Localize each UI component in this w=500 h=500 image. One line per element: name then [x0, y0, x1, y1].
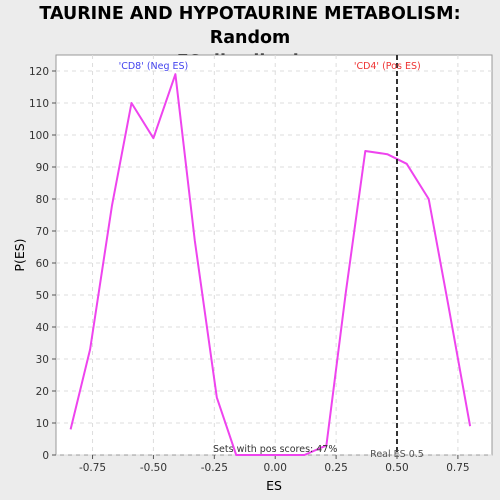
- annotations: 'CD8' (Neg ES) 'CD4' (Pos ES) Sets with po…: [119, 61, 424, 460]
- y-tick-label: 70: [36, 226, 49, 238]
- x-tick-label: -0.25: [201, 462, 228, 474]
- y-tick-label: 40: [36, 322, 49, 334]
- y-axis: 0 10 20 30 40 50 60 70 80 90 100 110 120: [29, 66, 56, 462]
- x-axis: -0.75 -0.50 -0.25 0.00 0.25 0.50 0.75: [79, 455, 470, 474]
- y-tick-label: 90: [36, 162, 49, 174]
- y-tick-label: 50: [36, 290, 49, 302]
- x-tick-label: -0.75: [79, 462, 106, 474]
- x-axis-title: ES: [266, 478, 282, 493]
- y-axis-title: P(ES): [12, 238, 27, 271]
- y-tick-label: 20: [36, 386, 49, 398]
- y-tick-label: 0: [42, 450, 49, 462]
- pos-scores-label: Sets with pos scores: 47%: [213, 444, 337, 455]
- x-tick-label: 0.25: [324, 462, 347, 474]
- y-tick-label: 30: [36, 354, 49, 366]
- x-tick-label: -0.50: [140, 462, 167, 474]
- y-tick-label: 100: [29, 130, 49, 142]
- pos-es-label: 'CD4' (Pos ES): [354, 61, 421, 72]
- plot-area: [55, 54, 493, 456]
- neg-es-label: 'CD8' (Neg ES): [119, 61, 189, 72]
- y-tick-label: 10: [36, 418, 49, 430]
- chart-title-line-1: TAURINE AND HYPOTAURINE METABOLISM: Rand…: [39, 4, 461, 48]
- x-tick-label: 0.75: [446, 462, 469, 474]
- x-tick-label: 0.00: [264, 462, 287, 474]
- series-layer: [69, 55, 472, 456]
- es-distribution-line: [69, 73, 472, 456]
- y-tick-label: 80: [36, 194, 49, 206]
- y-tick-label: 110: [29, 98, 49, 110]
- y-tick-label: 60: [36, 258, 49, 270]
- y-tick-label: 120: [29, 66, 49, 78]
- real-es-label: Real ES 0.5: [370, 449, 424, 460]
- x-tick-label: 0.50: [385, 462, 408, 474]
